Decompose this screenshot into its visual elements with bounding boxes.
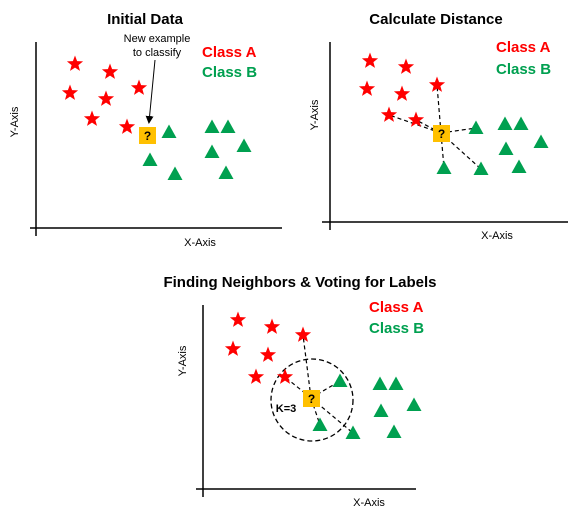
panel1-x-axis-label: X-Axis	[184, 237, 216, 249]
panel2-class-b-triangle-4	[436, 160, 452, 174]
panel2-class-b-triangle-2	[497, 116, 513, 130]
panel3-legend-class-a: Class A	[369, 299, 424, 316]
panel1-class-b-triangle-5	[167, 166, 183, 180]
panel2-class-a-star-1	[361, 52, 379, 68]
panel1-class-a-star-5	[130, 79, 148, 95]
panel2-class-a-star-5	[428, 76, 446, 92]
panel2-class-b-triangle-5	[473, 161, 489, 175]
panel2-query-box	[433, 125, 450, 142]
panel1-class-b-triangle-2	[204, 119, 220, 133]
panel2-distance-line-2	[388, 114, 442, 134]
panel3-distance-line-2	[284, 376, 312, 399]
panel2-query-mark: ?	[438, 127, 445, 141]
panel1-query-box	[139, 127, 156, 144]
panel2-class-b-triangle-3	[513, 116, 529, 130]
panel1-class-b-triangle-3	[220, 119, 236, 133]
panel1-class-a-star-2	[101, 63, 119, 79]
panel1-class-b-triangle-7	[236, 138, 252, 152]
panel3-class-b-triangle-8	[386, 424, 402, 438]
panel3-class-a-star-4	[259, 346, 277, 362]
panel2-distance-line-3	[415, 119, 442, 134]
panel1-y-axis-label: Y-Axis	[9, 106, 21, 137]
panel3-class-b-triangle-4	[312, 417, 328, 431]
panel1-class-b-triangle-6	[204, 144, 220, 158]
panel3-y-axis-label: Y-Axis	[177, 345, 189, 376]
panel3-query-box	[303, 390, 320, 407]
panel1-query-mark: ?	[144, 129, 151, 143]
panel3-class-b-triangle-2	[372, 376, 388, 390]
panel1-note-arrow	[145, 59, 156, 124]
panel3-class-a-star-3	[224, 340, 242, 356]
panel3-class-a-star-6	[247, 368, 265, 384]
panel1-legend-class-a: Class A	[202, 44, 257, 61]
panel1-class-b-triangle-4	[142, 152, 158, 166]
panel2-legend-class-b: Class B	[496, 61, 551, 78]
panel2-x-axis-label: X-Axis	[481, 230, 513, 242]
panel2-class-b-triangle-8	[511, 159, 527, 173]
panel3-k-label: K=3	[276, 403, 297, 415]
panel3-class-a-star-7	[276, 368, 294, 384]
panel1-class-a-star-3	[61, 84, 79, 100]
panel2-class-a-star-7	[407, 111, 425, 127]
panel3-x-axis-label: X-Axis	[353, 497, 385, 509]
panel2-class-a-star-4	[393, 85, 411, 101]
panel2-class-b-triangle-1	[468, 120, 484, 134]
panel1-legend-class-b: Class B	[202, 64, 257, 81]
panel3-class-a-star-5	[294, 326, 312, 342]
panel-finding-neighbors: Finding Neighbors & Voting for Labels X-…	[163, 274, 436, 509]
panel3-class-a-star-2	[263, 318, 281, 334]
panel1-class-a-star-6	[83, 110, 101, 126]
panel3-class-b-triangle-5	[345, 425, 361, 439]
panel1-class-b-triangle-1	[161, 124, 177, 138]
panel2-class-a-star-6	[380, 106, 398, 122]
panel3-k-neighborhood-circle	[270, 358, 354, 442]
panel1-class-a-star-1	[66, 55, 84, 71]
panel2-class-b-triangle-6	[498, 141, 514, 155]
panel1-title: Initial Data	[107, 11, 184, 28]
panel2-class-a-star-3	[358, 80, 376, 96]
panel2-legend-class-a: Class A	[496, 39, 551, 56]
panel3-class-b-triangle-7	[406, 397, 422, 411]
panel3-class-b-triangle-6	[373, 403, 389, 417]
panel-initial-data: Initial Data X-Axis Y-Axis Class A Class…	[9, 11, 282, 249]
panel3-class-a-star-1	[229, 311, 247, 327]
panel2-class-a-star-2	[397, 58, 415, 74]
panel2-title: Calculate Distance	[369, 11, 502, 28]
panel3-title: Finding Neighbors & Voting for Labels	[163, 274, 436, 291]
panel3-class-b-triangle-1	[332, 373, 348, 387]
panel1-note-line1: New example	[124, 33, 191, 45]
panel2-distance-line-4	[440, 127, 477, 134]
panel2-y-axis-label: Y-Axis	[309, 99, 321, 130]
panel3-distance-line-1	[302, 334, 312, 399]
panel1-note-line2: to classify	[133, 47, 182, 59]
panel2-class-b-triangle-7	[533, 134, 549, 148]
panel3-class-b-triangle-3	[388, 376, 404, 390]
panel1-class-b-triangle-8	[218, 165, 234, 179]
panel1-class-a-star-7	[118, 118, 136, 134]
panel3-query-mark: ?	[308, 392, 315, 406]
panel1-class-a-star-4	[97, 90, 115, 106]
panel3-legend-class-b: Class B	[369, 320, 424, 337]
panel-calculate-distance: Calculate Distance X-Axis Y-Axis Class A…	[309, 11, 568, 242]
